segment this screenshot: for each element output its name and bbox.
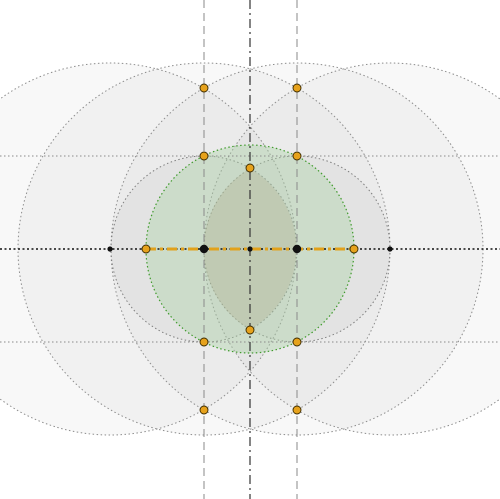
point-bottom-right xyxy=(292,405,302,415)
point-lower-right xyxy=(292,337,302,347)
construction-points xyxy=(141,83,359,415)
node-far-left xyxy=(107,246,113,252)
point-axis-left xyxy=(141,244,151,254)
node-far-right xyxy=(387,246,393,252)
node-right-center xyxy=(292,244,302,254)
point-vesica-top xyxy=(245,163,255,173)
point-bottom-left xyxy=(199,405,209,415)
node-center xyxy=(247,246,253,252)
node-left-center xyxy=(199,244,209,254)
black-nodes xyxy=(107,244,393,254)
point-top-left xyxy=(199,83,209,93)
point-upper-left xyxy=(199,151,209,161)
point-lower-left xyxy=(199,337,209,347)
point-axis-right xyxy=(349,244,359,254)
horizontal-guides xyxy=(0,155,500,343)
point-vesica-bottom xyxy=(245,325,255,335)
point-upper-right xyxy=(292,151,302,161)
point-top-right xyxy=(292,83,302,93)
